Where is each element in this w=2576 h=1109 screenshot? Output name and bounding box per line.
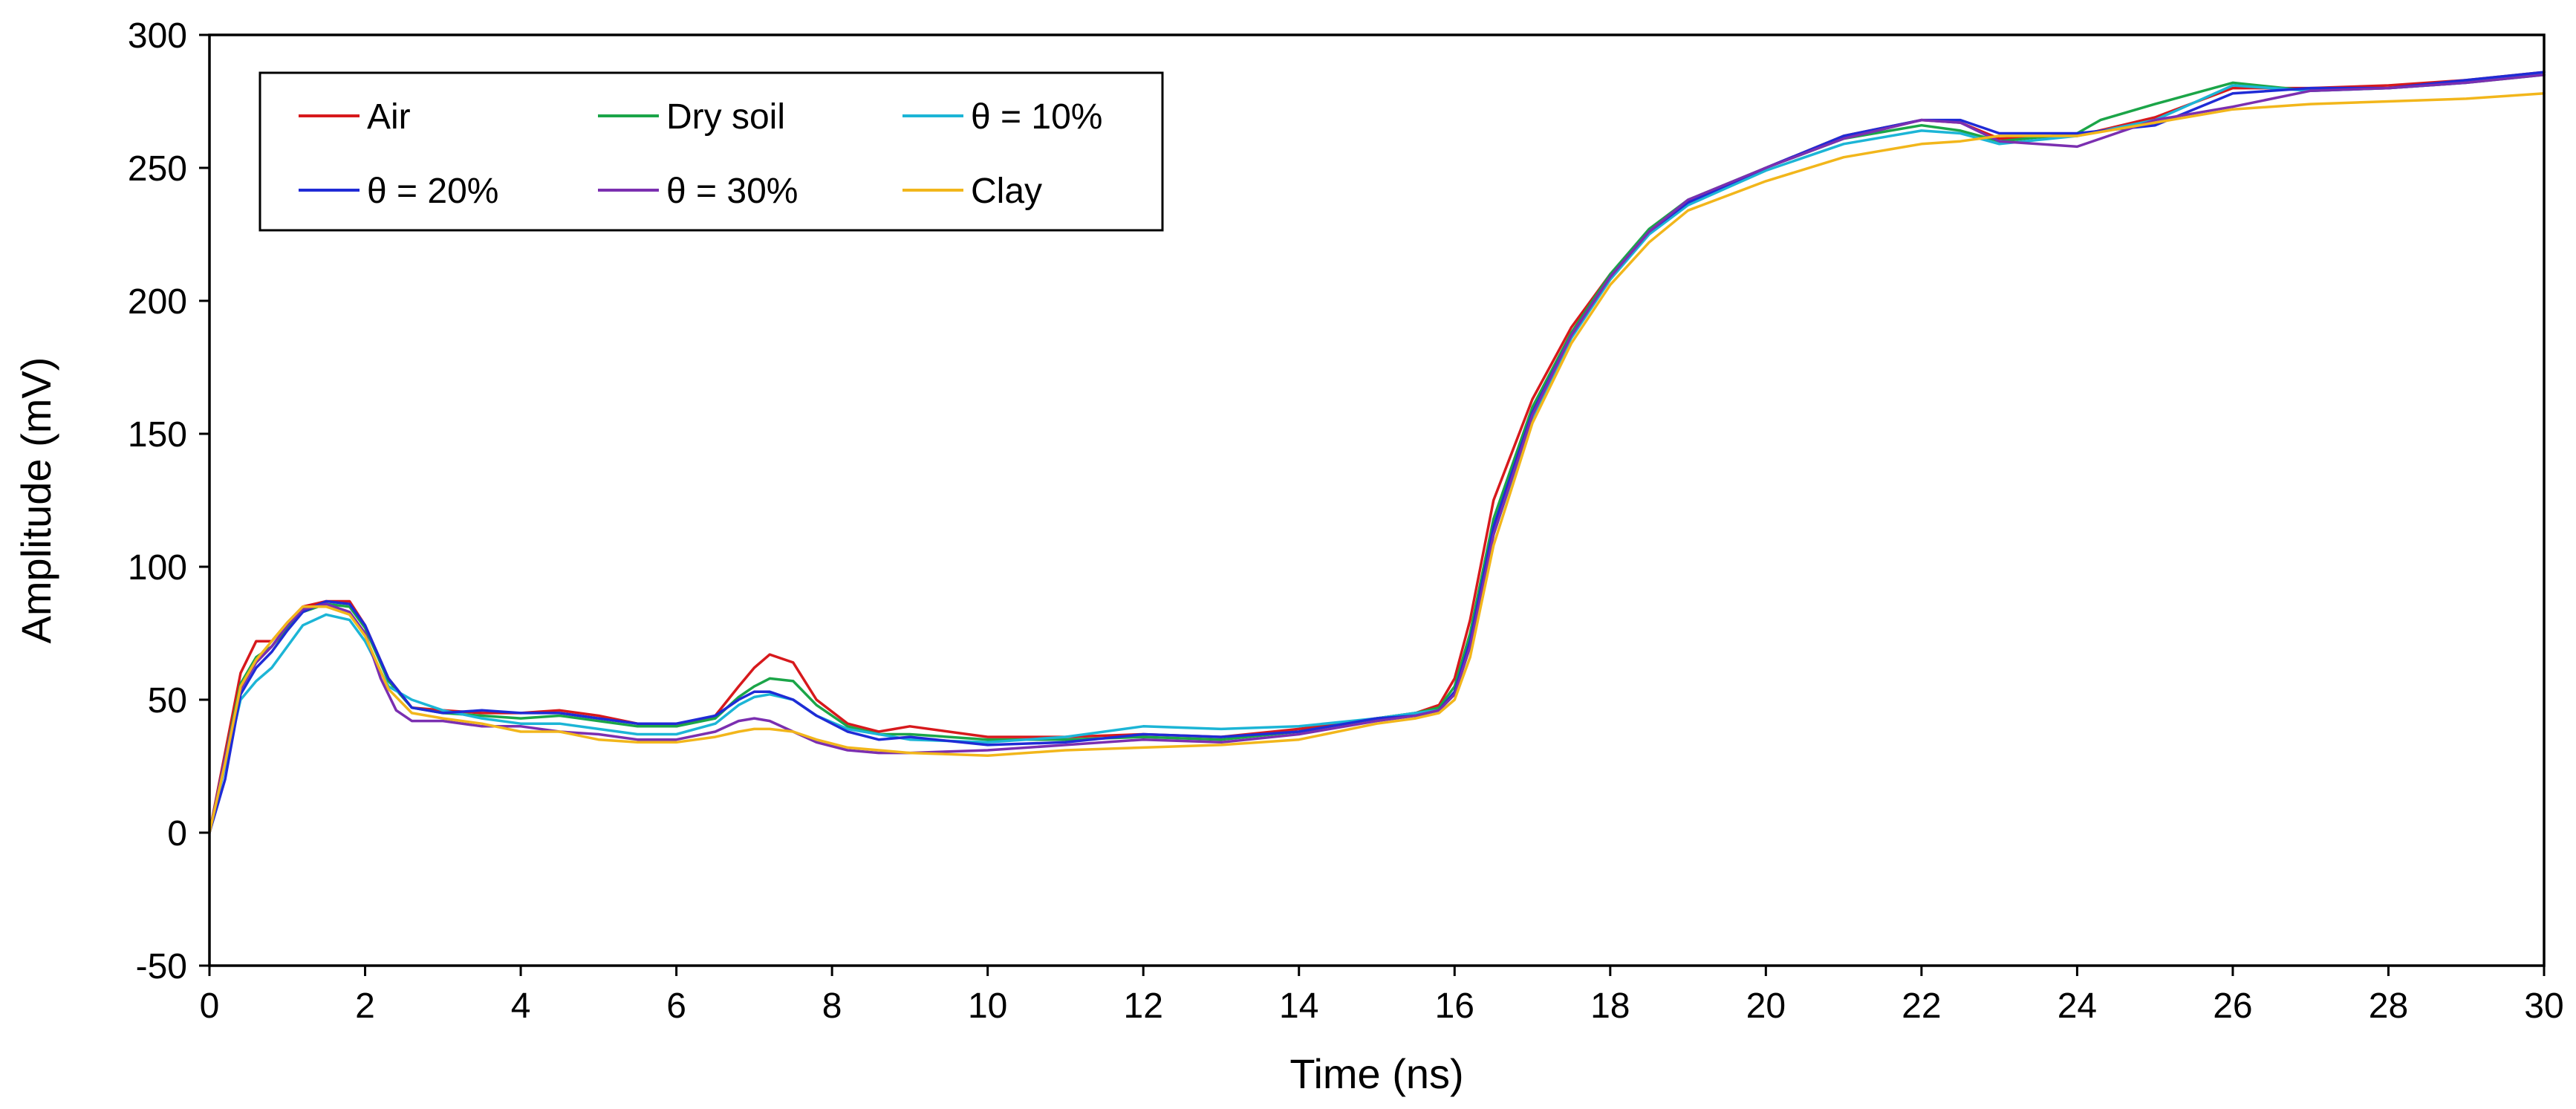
y-tick-label: 300	[128, 16, 187, 56]
x-tick-label: 4	[511, 986, 531, 1026]
axes-layer: 0 2 4 6 8 10 12 14 16 18 20 22 24 26 28 30-500501001502…	[128, 16, 2564, 1026]
y-tick-label: 100	[128, 548, 187, 588]
legend-label: Air	[367, 97, 411, 137]
series-line-6	[208, 92, 2546, 834]
y-tick-label: 50	[148, 681, 187, 721]
x-axis-title: Time (ns)	[1289, 1050, 1463, 1097]
x-tick-label: 6	[666, 986, 686, 1026]
x-tick-label: 22	[1902, 986, 1941, 1026]
x-tick-label: 12	[1124, 986, 1163, 1026]
x-tick-label: 10	[968, 986, 1007, 1026]
legend-label: θ = 10%	[971, 97, 1102, 137]
y-axis-title: Amplitude (mV)	[13, 357, 59, 644]
x-tick-label: 26	[2213, 986, 2252, 1026]
x-tick-label: 16	[1435, 986, 1474, 1026]
x-tick-label: 28	[2369, 986, 2408, 1026]
y-tick-label: 150	[128, 415, 187, 455]
legend-label: Dry soil	[666, 97, 785, 137]
x-tick-label: 18	[1590, 986, 1630, 1026]
x-tick-label: 0	[200, 986, 220, 1026]
legend-label: Clay	[971, 172, 1042, 211]
legend-box	[258, 71, 1164, 232]
plot-frame	[208, 33, 2546, 967]
x-tick-label: 20	[1746, 986, 1786, 1026]
x-tick-label: 30	[2524, 986, 2563, 1026]
series-layer	[208, 71, 2546, 834]
legend-label: θ = 20%	[367, 172, 498, 211]
x-tick-label: 8	[822, 986, 842, 1026]
y-tick-label: -50	[136, 947, 187, 986]
y-tick-label: 250	[128, 149, 187, 189]
y-tick-label: 0	[167, 814, 187, 853]
legend-label: θ = 30%	[666, 172, 798, 211]
x-tick-label: 14	[1279, 986, 1318, 1026]
x-tick-label: 2	[355, 986, 375, 1026]
legend: Air Dry soil θ = 10% θ = 20% θ = 30% Clay	[258, 71, 1164, 232]
y-tick-label: 200	[128, 282, 187, 322]
x-tick-label: 24	[2058, 986, 2097, 1026]
